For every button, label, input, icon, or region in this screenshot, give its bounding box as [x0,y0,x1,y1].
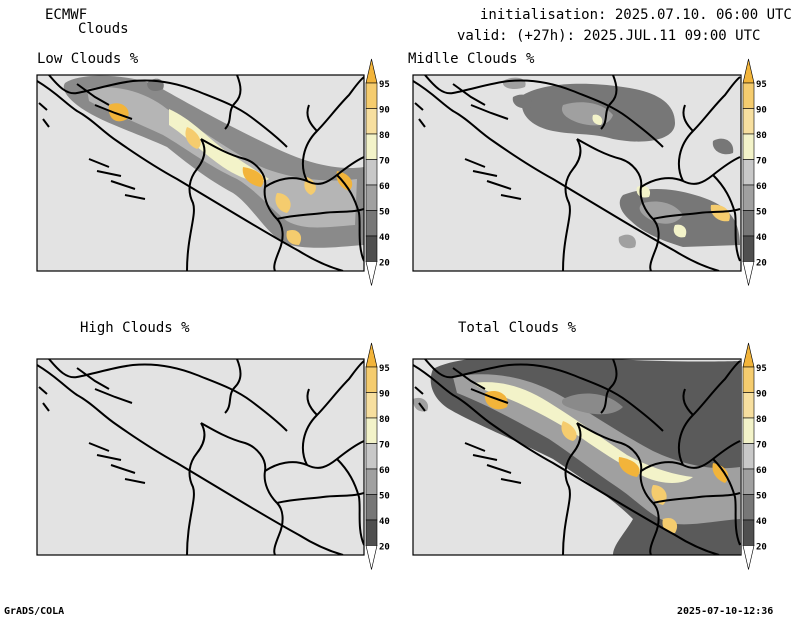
colorbar-tick-label: 40 [379,517,390,527]
colorbar-tick-label: 80 [756,415,767,425]
colorbar-segment [742,235,755,262]
colorbar-tick-label: 40 [379,233,390,243]
colorbar-segment [365,82,378,109]
colorbar-tick-label: 40 [756,233,767,243]
colorbar-segment [365,133,378,160]
colorbar-segment [365,159,378,186]
valid-time: valid: (+27h): 2025.JUL.11 09:00 UTC [457,28,761,44]
colorbar-segment [365,184,378,211]
colorbar-tick-label: 95 [379,364,390,374]
colorbar-segment [742,545,755,570]
colorbar-segment [742,210,755,237]
colorbar-segment [742,261,755,286]
footer-software: GrADS/COLA [4,606,65,617]
panel-title-high: High Clouds % [80,320,190,336]
colorbar-tick-label: 50 [756,492,767,502]
colorbar-segment [742,443,755,470]
colorbar-tick-label: 50 [379,208,390,218]
colorbar-tick-label: 95 [756,364,767,374]
colorbar-tick-label: 20 [756,543,767,553]
colorbar-tick-label: 95 [756,80,767,90]
colorbar-tick-label: 95 [379,80,390,90]
colorbar-total: 95 90 80 70 60 50 40 20 [742,342,767,570]
colorbar-tick-label: 50 [379,492,390,502]
init-time: initialisation: 2025.07.10. 06:00 UTC [480,7,792,23]
colorbar-segment [365,417,378,444]
colorbar-high: 95 90 80 70 60 50 40 20 [365,342,390,570]
colorbar-segment [365,494,378,521]
colorbar-segment [365,108,378,135]
colorbar-segment [742,82,755,109]
colorbar-mid: 95 90 80 70 60 50 40 20 [742,58,767,286]
colorbar-segment [742,133,755,160]
colorbar-segment [365,468,378,495]
colorbar-tick-label: 20 [756,259,767,269]
product-label: Clouds [78,21,129,37]
colorbar-segment [365,261,378,286]
colorbar-segment [365,366,378,393]
colorbar-tick-label: 50 [756,208,767,218]
colorbar-tick-label: 70 [756,441,767,451]
colorbar-tick-label: 90 [379,106,390,116]
colorbar-tick-label: 90 [756,390,767,400]
colorbar-tick-label: 80 [379,131,390,141]
colorbar-tick-label: 70 [756,157,767,167]
colorbar-segment [365,58,378,84]
colorbar-tick-label: 90 [379,390,390,400]
map-panel-mid [412,74,742,272]
colorbar-tick-label: 20 [379,543,390,553]
colorbar-tick-label: 60 [379,182,390,192]
colorbar-tick-label: 80 [379,415,390,425]
colorbar-segment [742,184,755,211]
colorbar-tick-label: 60 [379,466,390,476]
map-panel-total [412,358,742,556]
colorbar-segment [365,519,378,546]
colorbar-low: 95 90 80 70 60 50 40 20 [365,58,390,286]
footer-timestamp: 2025-07-10-12:36 [677,606,774,617]
model-label: ECMWF [45,7,88,23]
panel-title-low: Low Clouds % [37,51,139,67]
panel-title-mid: Midlle Clouds % [408,51,535,67]
colorbar-segment [365,392,378,419]
colorbar-segment [365,235,378,262]
colorbar-segment [742,494,755,521]
colorbar-segment [742,366,755,393]
colorbar-segment [742,58,755,84]
colorbar-segment [742,417,755,444]
colorbar-tick-label: 40 [756,517,767,527]
colorbar-segment [742,108,755,135]
colorbar-tick-label: 70 [379,157,390,167]
colorbar-segment [742,468,755,495]
colorbar-tick-label: 90 [756,106,767,116]
panel-title-total: Total Clouds % [458,320,577,336]
colorbar-segment [365,210,378,237]
colorbar-tick-label: 70 [379,441,390,451]
colorbar-segment [742,519,755,546]
colorbar-segment [365,342,378,368]
colorbar-tick-label: 60 [756,466,767,476]
colorbar-segment [742,342,755,368]
colorbar-segment [365,443,378,470]
colorbar-segment [365,545,378,570]
colorbar-tick-label: 80 [756,131,767,141]
colorbar-segment [742,392,755,419]
colorbar-tick-label: 20 [379,259,390,269]
colorbar-tick-label: 60 [756,182,767,192]
map-panel-low [36,74,365,272]
colorbar-segment [742,159,755,186]
map-panel-high [36,358,365,556]
